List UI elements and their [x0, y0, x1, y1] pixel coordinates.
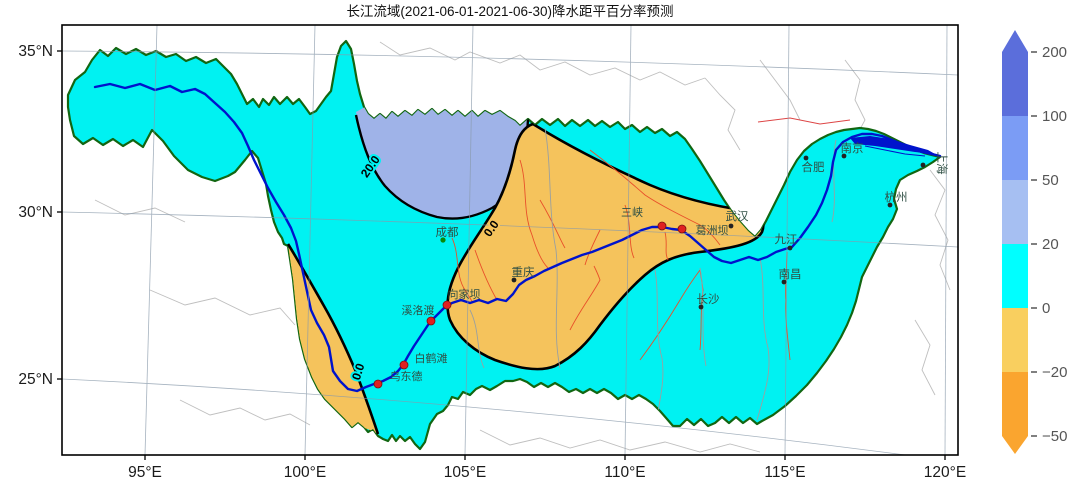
dam-label-xiluodu: 溪洛渡: [402, 303, 435, 317]
dam-dot-wudongde: [373, 379, 383, 389]
axis-ticks: [57, 50, 946, 460]
cb-label-0: 0: [1042, 300, 1050, 317]
dam-label-baihetan: 白鹤滩: [415, 351, 448, 365]
city-dot-chongqing: [511, 277, 517, 283]
y-axis-labels: 35°N 30°N 25°N: [18, 43, 53, 388]
contour-label-0-southwest: 0.0: [349, 361, 368, 382]
city-label-chengdu: 成都: [436, 226, 459, 239]
cb-label-m20: −20: [1042, 364, 1067, 381]
colorbar-ticks: [1031, 51, 1037, 437]
cb-label-200: 200: [1042, 44, 1067, 61]
dam-label-sanxia: 三峡: [621, 205, 643, 219]
dam-label-xiangjiaba: 向家坝: [448, 287, 481, 301]
cb-label-m50: −50: [1042, 428, 1067, 445]
yangtze-river: [93, 82, 942, 393]
city-dot-nanchang: [781, 279, 787, 285]
dam-label-gezhouba: 葛洲坝: [696, 223, 729, 237]
cb-label-50: 50: [1042, 172, 1059, 189]
colorbar: 200 100 50 20 0 −20 −50: [1002, 30, 1067, 454]
x-tick-110e: 110°E: [604, 464, 645, 481]
dam-dot-gezhouba: [677, 224, 687, 234]
city-label-shanghai: 上海: [935, 152, 949, 175]
y-tick-30n: 30°N: [18, 204, 53, 221]
city-label-wuhan: 武汉: [726, 210, 749, 223]
region-below-0-southwest: [288, 244, 378, 434]
colorbar-seg-m20-0: [1002, 308, 1028, 372]
colorbar-seg-0-20: [1002, 244, 1028, 308]
city-label-nanchang: 南昌: [779, 267, 802, 281]
city-dot-shanghai: [920, 162, 926, 168]
city-dot-chengdu: [440, 237, 446, 243]
colorbar-arrow-top: [1002, 30, 1028, 52]
city-label-changsha: 长沙: [697, 293, 720, 306]
dam-dot-sanxia: [657, 221, 667, 231]
map-title: 长江流域(2021-06-01-2021-06-30)降水距平百分率预测: [346, 3, 673, 19]
graticule: [62, 25, 958, 455]
city-label-jiujiang: 九江: [775, 233, 798, 246]
province-boundaries-inside: [469, 127, 837, 421]
colorbar-arrow-bottom: [1002, 436, 1028, 454]
colorbar-seg-50-100: [1002, 116, 1028, 180]
colorbar-seg-20-50: [1002, 180, 1028, 244]
x-tick-115e: 115°E: [764, 464, 805, 481]
city-dot-hangzhou: [887, 202, 893, 208]
x-tick-100e: 100°E: [284, 464, 326, 481]
city-dot-changsha: [698, 304, 704, 310]
city-label-chongqing: 重庆: [512, 265, 535, 279]
y-tick-25n: 25°N: [18, 371, 53, 388]
city-dot-hefei: [803, 155, 809, 161]
dam-label-wudongde: 乌东德: [390, 369, 423, 383]
dam-dot-xiluodu: [426, 316, 436, 326]
cb-label-20: 20: [1042, 236, 1059, 253]
city-label-nanjing: 南京: [841, 141, 864, 155]
contour-0-line-southwest: [286, 243, 380, 435]
city-label-hangzhou: 杭州: [885, 190, 908, 204]
y-tick-35n: 35°N: [18, 43, 53, 60]
dam-dot-baihetan: [399, 360, 409, 370]
city-dot-nanjing: [841, 153, 847, 159]
region-above-20: [356, 104, 528, 219]
tributary-rivers: [451, 149, 791, 361]
city-label-hefei: 合肥: [802, 160, 825, 174]
city-markers: 成都 重庆 武汉 长沙 南昌 九江 合肥 南京 杭州 上海: [436, 141, 949, 310]
x-axis-labels: 95°E 100°E 105°E 110°E 115°E 120°E: [128, 464, 966, 481]
city-dot-jiujiang: [787, 245, 793, 251]
colorbar-seg-100-200: [1002, 52, 1028, 116]
x-tick-105e: 105°E: [444, 464, 486, 481]
city-dot-wuhan: [728, 223, 734, 229]
axes-frame: [61, 24, 959, 456]
dam-markers: 三峡 葛洲坝 向家坝 溪洛渡 白鹤滩 乌东德: [373, 205, 729, 389]
boundary-line-red: [757, 117, 851, 125]
colorbar-seg-m50-m20: [1002, 372, 1028, 436]
dam-dot-xiangjiaba: [442, 300, 452, 310]
cb-label-100: 100: [1042, 108, 1067, 125]
x-tick-120e: 120°E: [924, 464, 966, 481]
x-tick-95e: 95°E: [128, 464, 162, 481]
